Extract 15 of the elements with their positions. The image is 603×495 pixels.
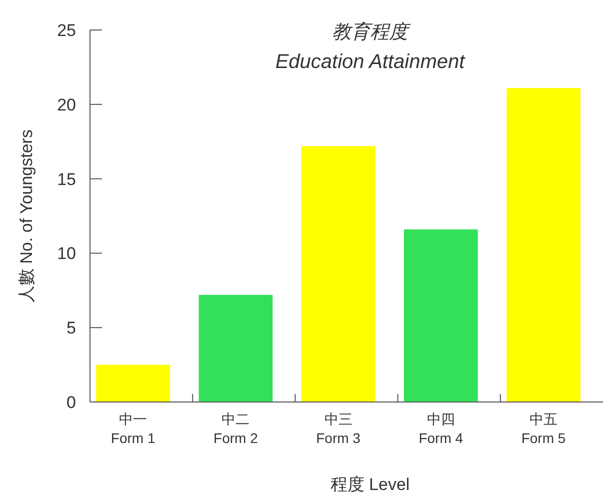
y-tick-label: 5 bbox=[66, 318, 76, 338]
x-tick-label: 中一 Form 1 bbox=[110, 411, 156, 446]
y-tick-label: 25 bbox=[57, 21, 76, 40]
x-tick-label: 中四 Form 4 bbox=[418, 411, 464, 446]
y-tick-label: 10 bbox=[57, 244, 76, 264]
text: Education Attainment bbox=[275, 51, 466, 73]
x-tick-label: 中三 Form 3 bbox=[316, 411, 361, 446]
x-tick-label: 中五 Form 5 bbox=[521, 411, 566, 446]
x-tick-label: 中二 Form 2 bbox=[214, 411, 258, 446]
y-tick-label: 15 bbox=[57, 170, 76, 189]
y-axis-title: 人數 No. of Youngsters bbox=[17, 130, 36, 302]
y-tick-label: 0 bbox=[66, 393, 76, 412]
y-tick-label: 20 bbox=[57, 95, 76, 114]
chart-title: 教育程度 bbox=[332, 21, 411, 43]
x-axis-title: 程度 Level bbox=[330, 475, 410, 494]
